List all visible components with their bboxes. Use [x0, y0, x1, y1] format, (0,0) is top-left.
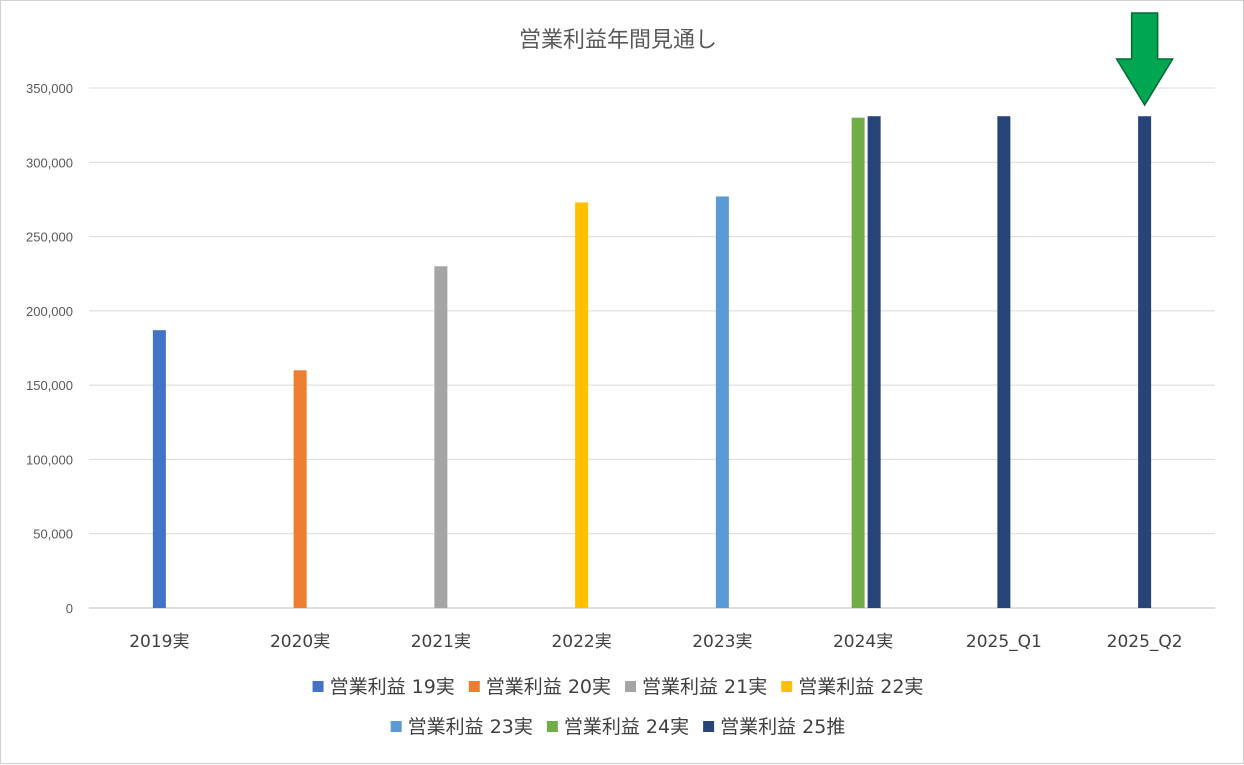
x-tick-label: 2023実 [692, 632, 752, 652]
bar-2020-series-2 [293, 370, 307, 608]
legend-swatch [468, 681, 480, 692]
bar-2025_Q1-series-7 [997, 116, 1011, 608]
legend-item: 営業利益 20実 [468, 676, 611, 698]
legend-item: 営業利益 24実 [546, 716, 689, 738]
bar-2024-series-7 [867, 116, 881, 608]
legend-item: 営業利益 25推 [703, 716, 845, 738]
legend-swatch [703, 721, 715, 732]
legend-label: 営業利益 25推 [720, 716, 845, 738]
legend-item: 営業利益 19実 [312, 676, 455, 698]
annotation [1115, 12, 1174, 107]
gridlines [89, 87, 1215, 609]
legend-swatch [546, 721, 558, 732]
x-tick-label: 2025_Q2 [1107, 632, 1183, 652]
bar-2022-series-4 [575, 202, 589, 608]
x-axis-ticks: 2019実 2020実 2021実 2022実 2023実 2024実 2025_Q1 202… [129, 632, 1182, 652]
bar-2019-series-1 [152, 330, 166, 608]
y-tick-label: 50,000 [33, 527, 73, 542]
y-tick-label: 0 [66, 601, 73, 616]
x-tick-label: 2019実 [129, 632, 189, 652]
down-arrow-icon [1115, 12, 1174, 107]
y-tick-label: 250,000 [26, 230, 73, 245]
x-tick-label: 2022実 [551, 632, 611, 652]
y-tick-label: 100,000 [26, 452, 73, 467]
x-tick-label: 2021実 [411, 632, 471, 652]
y-tick-label: 200,000 [26, 304, 73, 319]
y-axis-ticks: 0 50,000 100,000 150,000 200,000 250,000 300,0… [26, 81, 73, 616]
legend-item: 営業利益 22実 [781, 676, 923, 698]
legend-label: 営業利益 23実 [408, 716, 533, 738]
legend-label: 営業利益 22実 [798, 676, 923, 698]
bars [152, 116, 1152, 608]
x-tick-label: 2020実 [270, 632, 330, 652]
bar-2023-series-5 [715, 196, 729, 608]
y-tick-label: 350,000 [26, 81, 73, 96]
legend-swatch [312, 681, 324, 692]
y-tick-label: 150,000 [26, 378, 73, 393]
legend-label: 営業利益 19実 [330, 676, 455, 698]
legend-swatch [390, 721, 402, 732]
y-tick-label: 300,000 [26, 155, 73, 170]
legend-label: 営業利益 24実 [564, 716, 689, 738]
legend-item: 営業利益 23実 [390, 716, 533, 738]
bar-2021-series-3 [434, 266, 448, 608]
bar-2024-series-6 [851, 117, 865, 608]
chart-title: 営業利益年間見通し [519, 28, 717, 53]
legend-swatch [625, 681, 636, 692]
x-tick-label: 2024実 [833, 632, 893, 652]
legend-item: 営業利益 21実 [625, 676, 767, 698]
legend-label: 営業利益 21実 [642, 676, 767, 698]
legend-swatch [781, 681, 793, 692]
bar-2025_Q2-series-7 [1138, 116, 1152, 608]
legend-label: 営業利益 20実 [486, 676, 611, 698]
x-tick-label: 2025_Q1 [966, 632, 1042, 652]
